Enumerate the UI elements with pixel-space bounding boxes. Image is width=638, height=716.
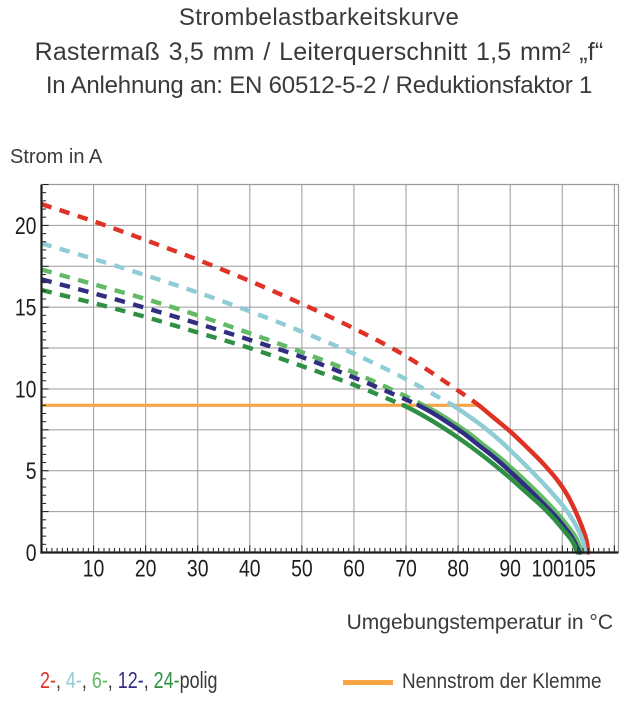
curve-24-polig-dashed: [40, 287, 405, 408]
chart-subtitle2: In Anlehnung an: EN 60512-5-2 / Reduktio…: [45, 72, 593, 99]
nominal-current-swatch: [343, 679, 393, 685]
curve-12-polig-dashed: [40, 277, 420, 408]
legend-item-12-polig: 12-: [117, 667, 144, 693]
x-tick-label: 10: [83, 556, 105, 583]
legend-separator: ,: [143, 667, 154, 693]
x-tick-label: 30: [187, 556, 209, 583]
x-tick-label: 70: [395, 556, 417, 583]
curve-12-polig-solid: [416, 403, 582, 555]
legend-item-2-polig: 2-: [40, 667, 56, 693]
y-tick-labels: 0 5 10 15 20: [15, 213, 37, 567]
chart-subtitle: Rastermaß 3,5 mm / Leiterquerschnitt 1,5…: [34, 38, 604, 66]
x-tick-label: 105: [564, 556, 596, 583]
x-tick-label: 20: [135, 556, 157, 583]
curve-4-polig-solid: [450, 403, 588, 555]
x-axis-title: Umgebungstemperatur in °C: [346, 611, 613, 634]
grid-lines: [41, 184, 619, 553]
x-tick-labels: 10 20 30 40 50 60 70 80 90 100 105: [83, 556, 596, 583]
legend-item-4-polig: 4-: [65, 667, 82, 693]
x-tick-label: 80: [447, 556, 469, 583]
legend-separator: ,: [55, 667, 66, 693]
legend-nominal-current: Nennstrom der Klemme: [343, 670, 624, 694]
x-tick-label: 60: [343, 556, 365, 583]
y-tick-label: 20: [15, 213, 37, 240]
axis-ticks: [42, 184, 615, 552]
legend-separator: ,: [107, 667, 118, 693]
curve-4-polig-dashed: [40, 241, 454, 408]
chart-title-block: Strombelastbarkeitskurve Rastermaß 3,5 m…: [0, 1, 638, 103]
legend-item-24-polig: 24-: [153, 667, 180, 693]
x-tick-label: 50: [291, 556, 313, 583]
x-tick-label: 90: [499, 556, 521, 583]
y-axis-title: Strom in A: [10, 146, 103, 168]
nominal-current-label: Nennstrom der Klemme: [402, 670, 602, 693]
x-tick-label: 100: [532, 556, 564, 583]
curve-2-polig-solid: [476, 403, 591, 555]
y-tick-label: 15: [15, 295, 37, 322]
y-tick-label: 5: [26, 458, 37, 485]
y-tick-label: 0: [26, 540, 37, 567]
curve-24-polig-solid: [401, 403, 580, 555]
chart-title: Strombelastbarkeitskurve: [178, 4, 460, 31]
x-tick-label: 40: [239, 556, 261, 583]
curve-6-polig-dashed: [40, 267, 425, 408]
legend-pole-counts: 2-, 4-, 6-, 12-, 24-polig: [40, 667, 218, 694]
curve-6-polig-solid: [420, 403, 584, 555]
legend-item-6-polig: 6-: [91, 667, 108, 693]
y-tick-label: 10: [15, 376, 37, 403]
curve-2-polig-dashed: [40, 202, 481, 408]
legend-suffix-polig: polig: [179, 667, 218, 693]
legend-separator: ,: [81, 667, 92, 693]
